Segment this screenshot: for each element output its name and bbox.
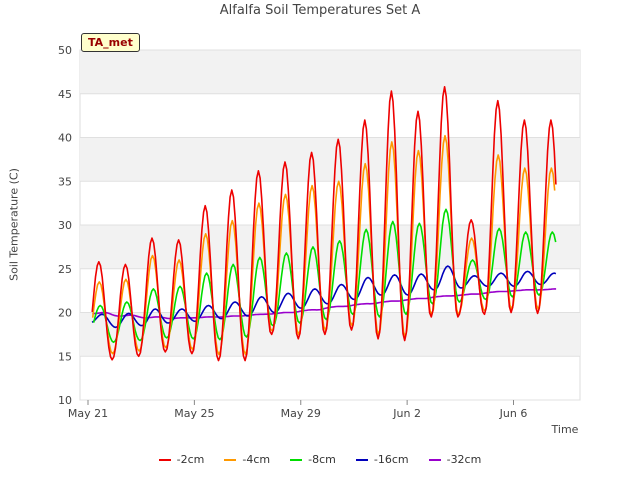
legend-label: -32cm bbox=[446, 453, 482, 466]
background-band bbox=[80, 50, 580, 94]
y-axis-label: Soil Temperature (C) bbox=[7, 168, 21, 281]
station-badge: TA_met bbox=[81, 33, 140, 52]
y-axis-ticks: 10 15 20 25 30 35 40 45 50 bbox=[58, 44, 72, 407]
legend-label: -16cm bbox=[373, 453, 409, 466]
legend-label: -2cm bbox=[176, 453, 205, 466]
series-line-minus-32cm bbox=[92, 288, 557, 320]
legend-swatch bbox=[290, 458, 303, 461]
legend-item: -32cm bbox=[428, 453, 482, 466]
y-tick-label: 10 bbox=[58, 394, 72, 407]
chart-title: Alfalfa Soil Temperatures Set A bbox=[219, 3, 421, 18]
x-tick-label: May 29 bbox=[281, 407, 321, 420]
background-band bbox=[80, 312, 580, 357]
x-tick-label: Jun 2 bbox=[392, 407, 421, 420]
y-tick-label: 20 bbox=[58, 307, 72, 320]
x-tick-label: Jun 6 bbox=[499, 407, 528, 420]
y-tick-label: 15 bbox=[58, 350, 72, 363]
legend-item: -16cm bbox=[355, 453, 409, 466]
series-line-minus-2cm bbox=[91, 86, 557, 362]
x-axis-ticks: May 21 May 25 May 29 Jun 2 Jun 6 bbox=[68, 400, 527, 420]
legend-swatch bbox=[428, 458, 441, 461]
legend-item: -4cm bbox=[224, 453, 270, 466]
legend-swatch bbox=[355, 458, 368, 461]
legend-swatch bbox=[158, 458, 171, 461]
legend-label: -8cm bbox=[308, 453, 336, 466]
series-lines bbox=[91, 86, 557, 362]
legend-item: -2cm bbox=[158, 453, 205, 466]
y-tick-label: 25 bbox=[58, 263, 72, 276]
y-tick-label: 35 bbox=[58, 175, 72, 188]
legend-swatch bbox=[224, 458, 237, 461]
y-tick-label: 45 bbox=[58, 88, 72, 101]
legend-label: -4cm bbox=[242, 453, 271, 466]
x-tick-label: May 21 bbox=[68, 407, 108, 420]
x-tick-label: May 25 bbox=[174, 407, 214, 420]
chart-legend: -2cm -4cm -8cm -16cm -32cm bbox=[0, 453, 640, 466]
background-band bbox=[80, 137, 580, 182]
x-axis-label: Time bbox=[551, 423, 579, 436]
y-tick-label: 30 bbox=[58, 219, 72, 232]
y-tick-label: 40 bbox=[58, 132, 72, 145]
grid-lines bbox=[80, 49, 580, 401]
y-tick-label: 50 bbox=[58, 44, 72, 57]
legend-item: -8cm bbox=[290, 453, 336, 466]
